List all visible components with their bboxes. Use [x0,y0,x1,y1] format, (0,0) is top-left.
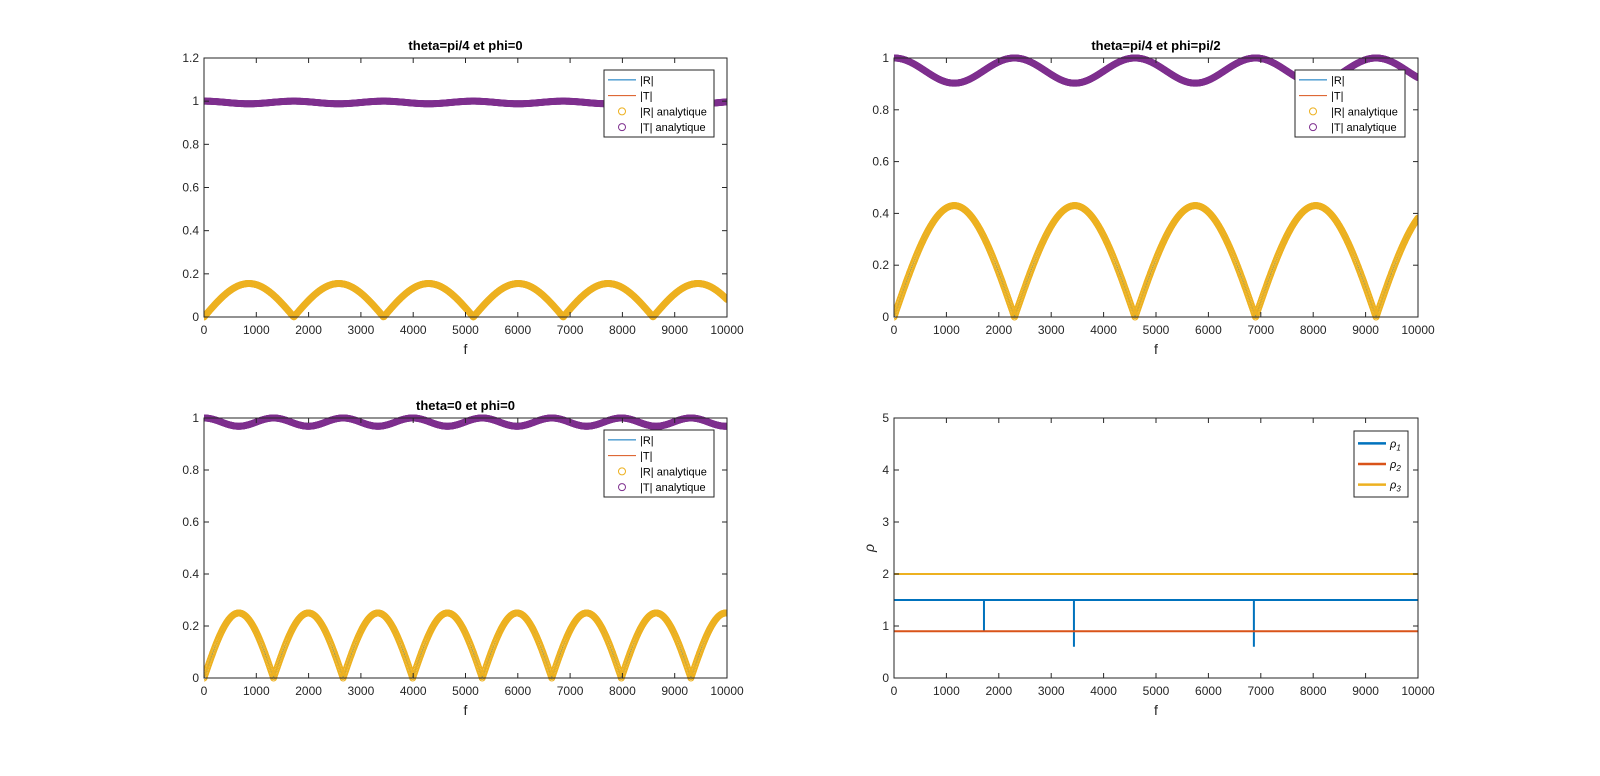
x-tick-label: 6000 [504,323,531,337]
series-3-markers [204,609,727,682]
chart-2: 0 1000 2000 3000 4000 5000 6000 7000 8000 9000 100… [872,38,1435,357]
data-point [1413,216,1418,224]
x-tick-label: 8000 [1300,323,1327,337]
x-axis-label: f [464,341,468,357]
y-tick-label: 0.8 [182,137,199,151]
y-tick-label: 1.2 [182,51,199,65]
x-axis-label: f [1154,341,1158,357]
legend-box [603,69,715,138]
legend-label: |T| [1331,91,1343,103]
x-tick-label: 7000 [557,323,584,337]
x-tick-label: 4000 [400,323,427,337]
chart-title: theta=pi/4 et phi=pi/2 [1091,38,1220,53]
legend-label: |T| [640,91,652,103]
y-tick-label: 0.2 [872,258,889,272]
data-point [1412,216,1418,224]
y-tick-label: 0.2 [182,267,199,281]
x-tick-label: 8000 [609,323,636,337]
x-tick-label: 2000 [295,323,322,337]
chart-1: 0 1000 2000 3000 4000 5000 6000 7000 8000 9000 100… [182,38,744,357]
x-tick-label: 3000 [1038,323,1065,337]
y-tick-label: 0.4 [872,206,889,220]
data-point [1414,74,1418,82]
y-tick-label: 0 [192,310,199,324]
x-tick-label: 10000 [710,323,744,337]
x-tick-label: 1000 [933,323,960,337]
y-tick-label: 0.4 [182,224,199,238]
x-tick-label: 6000 [1195,323,1222,337]
data-layer [204,414,727,682]
data-point [723,98,727,106]
legend-label: |R| analytique [1331,106,1398,118]
x-tick-label: 9000 [661,323,688,337]
x-tick-label: 5000 [452,323,479,337]
x-tick-label: 0 [201,323,208,337]
legend: |R| |T| |R| analytique |T| analytique [603,69,715,138]
legend-marker [618,107,626,116]
y-tick-label: 0.8 [872,103,889,117]
x-tick-label: 10000 [1401,323,1435,337]
data-point [1413,215,1418,223]
legend-label: |T| analytique [640,122,706,134]
data-layer [894,54,1418,321]
x-tick-label: 3000 [348,323,375,337]
legend-label: |R| [640,75,654,87]
y-tick-label: 1 [192,94,199,108]
y-tick-label: 0.6 [872,155,889,169]
legend-box [1294,69,1406,138]
series-3-markers [894,202,1418,321]
x-tick-label: 9000 [1352,323,1379,337]
y-tick-label: 1 [882,51,889,65]
data-point [1412,217,1418,225]
chart-3: 0 1000 2000 3000 4000 5000 6000 7000 8000 9000 100… [182,398,744,718]
legend-label: |T| analytique [1331,122,1397,134]
legend-label: |R| analytique [640,106,707,118]
x-tick-label: 4000 [1090,323,1117,337]
x-tick-label: 5000 [1143,323,1170,337]
legend-marker [1309,107,1317,116]
series-3-markers [204,280,727,321]
x-tick-label: 1000 [243,323,270,337]
y-tick-label: 0 [882,310,889,324]
y-tick-label: 0.6 [182,181,199,195]
x-tick-label: 7000 [1247,323,1274,337]
data-point [723,295,727,303]
chart-title: theta=pi/4 et phi=0 [408,38,522,53]
data-point [1414,214,1418,222]
data-layer [204,97,727,321]
x-tick-label: 2000 [985,323,1012,337]
legend: |R| |T| |R| analytique |T| analytique [1294,69,1406,138]
x-tick-label: 0 [891,323,898,337]
legend-label: |R| [1331,75,1345,87]
legend-marker [1309,123,1317,132]
legend-marker [618,123,626,132]
